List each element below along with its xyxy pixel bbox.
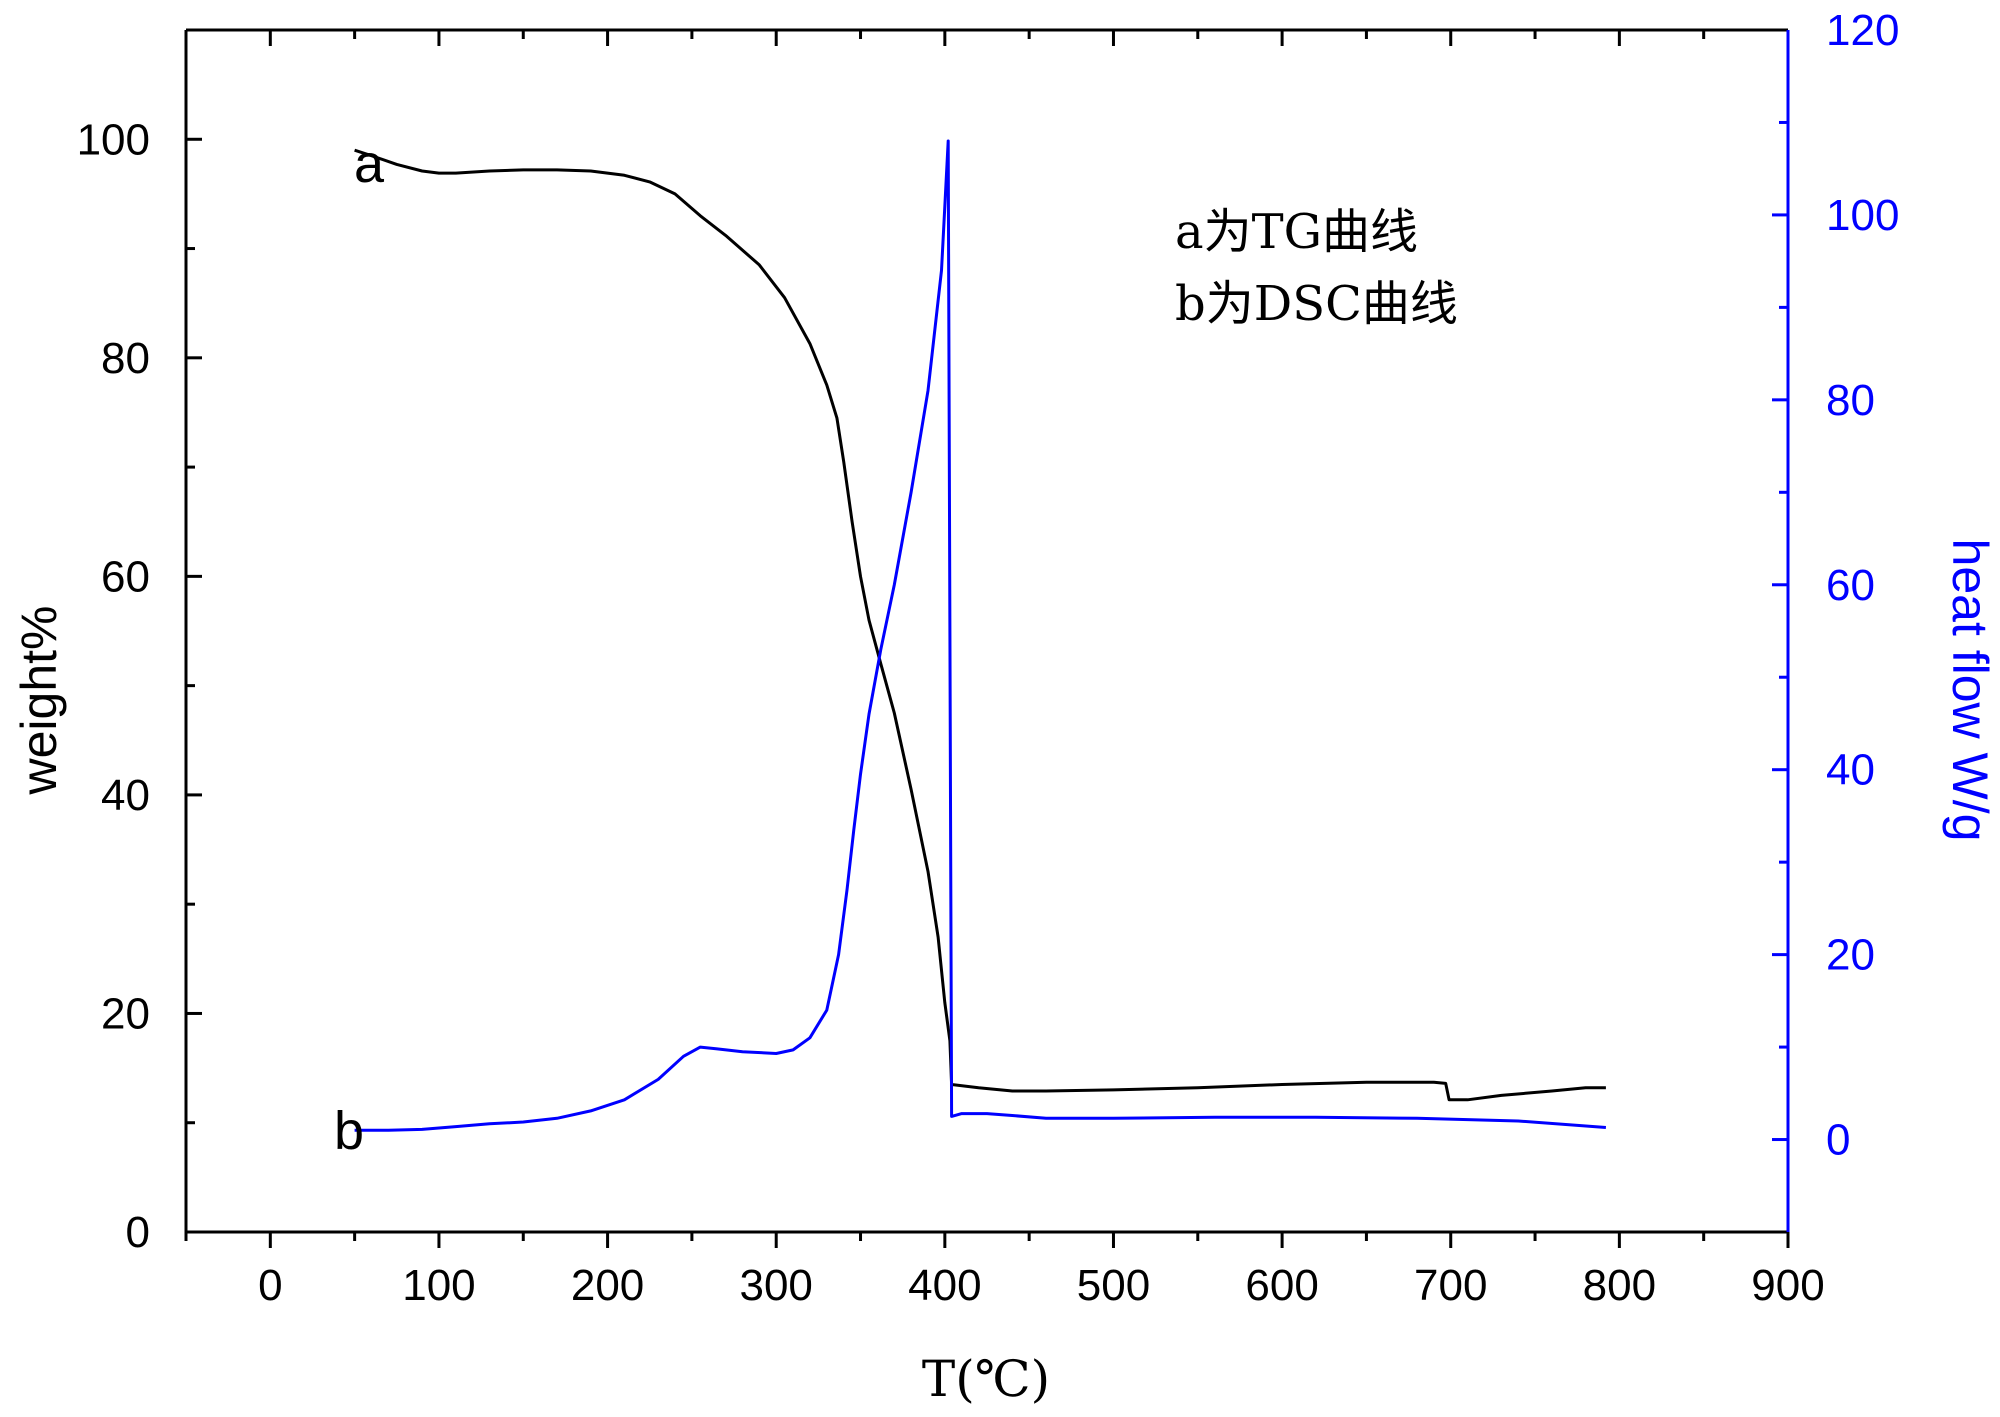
y-left-tick-label: 100: [77, 115, 150, 164]
y-left-tick-label: 0: [126, 1208, 150, 1257]
y-right-tick-label: 40: [1826, 746, 1875, 795]
series-line-b: [354, 139, 1607, 1132]
series-line-a: [354, 148, 1606, 1102]
legend-line-b: b为DSC曲线: [1175, 276, 1458, 332]
x-tick-label: 400: [908, 1261, 981, 1310]
x-tick-label: 700: [1414, 1261, 1487, 1310]
y-left-tick-label: 20: [101, 989, 150, 1038]
y-right-tick-label: 60: [1826, 561, 1875, 610]
y-left-tick-label: 80: [101, 334, 150, 383]
x-tick-label: 800: [1583, 1261, 1656, 1310]
y-right-tick-label: 80: [1826, 376, 1875, 425]
x-tick-label: 0: [258, 1261, 282, 1310]
y-right-tick-label: 120: [1826, 6, 1899, 55]
legend-line-a: a为TG曲线: [1175, 204, 1418, 260]
left-y-axis-title: weight%: [11, 606, 67, 796]
x-tick-label: 900: [1751, 1261, 1824, 1310]
series-layer: [354, 139, 1607, 1132]
x-axis-title: T(℃): [922, 1350, 1050, 1408]
x-tick-label: 100: [402, 1261, 475, 1310]
y-right-tick-label: 20: [1826, 931, 1875, 980]
curve-label-b: b: [334, 1101, 364, 1161]
x-tick-label: 500: [1077, 1261, 1150, 1310]
x-tick-label: 200: [571, 1261, 644, 1310]
y-right-tick-label: 100: [1826, 191, 1899, 240]
x-tick-label: 300: [739, 1261, 812, 1310]
y-left-tick-label: 60: [101, 552, 150, 601]
y-left-tick-label: 40: [101, 771, 150, 820]
right-y-axis-title: heat flow W/g: [1942, 539, 1998, 842]
y-right-tick-label: 0: [1826, 1116, 1850, 1165]
x-tick-label: 600: [1245, 1261, 1318, 1310]
curve-label-a: a: [354, 134, 385, 194]
tick-labels: 0 100 200 300 400 500 600 700 800 900020406080100…: [77, 6, 1900, 1310]
